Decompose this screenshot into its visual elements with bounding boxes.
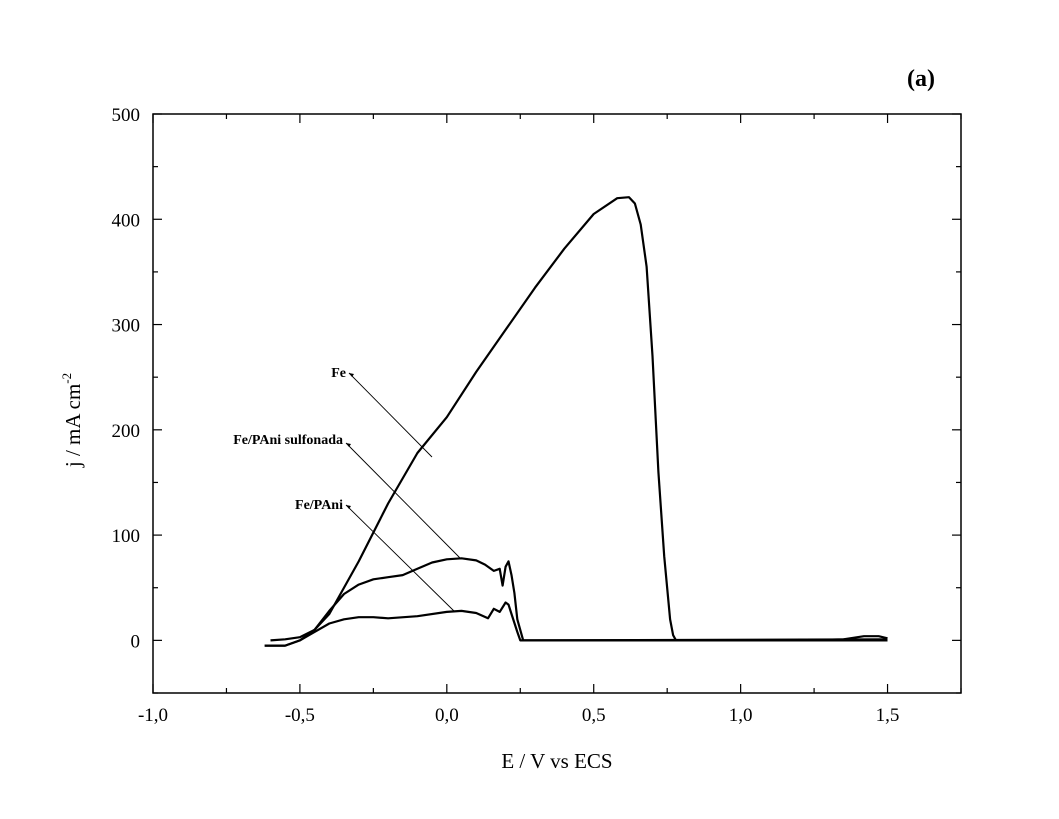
- annotation-label: Fe/PAni: [295, 498, 343, 513]
- plot-frame: [152, 113, 962, 694]
- y-tick-label: 400: [112, 210, 141, 231]
- annotation-arrow: [345, 504, 456, 613]
- x-tick-label: -0,5: [285, 705, 315, 726]
- y-tick-label: 100: [112, 526, 141, 547]
- arrow-head-icon: [349, 373, 354, 377]
- x-tick-label: -1,0: [138, 705, 168, 726]
- series-line-fe-pani-sulfonada: [264, 557, 888, 647]
- y-tick-label: 0: [131, 631, 141, 652]
- x-axis-label: E / V vs ECS: [501, 749, 612, 773]
- y-tick-label: 200: [112, 421, 141, 442]
- x-tick-label: 0,0: [435, 705, 459, 726]
- y-tick-label: 300: [112, 316, 141, 337]
- series-line-fe: [270, 196, 888, 642]
- x-tick-label: 1,0: [729, 705, 753, 726]
- annotation-arrow: [345, 442, 461, 559]
- annotation-label: Fe/PAni sulfonada: [233, 433, 343, 448]
- arrow-head-icon: [346, 505, 351, 509]
- y-axis-label-sup: -2: [59, 373, 74, 384]
- y-axis-label: j / mA cm-2: [59, 373, 85, 468]
- arrow-head-icon: [346, 443, 351, 447]
- annotation-label: Fe: [331, 366, 346, 381]
- y-tick-label: 500: [112, 105, 141, 126]
- annotation-arrow: [348, 372, 433, 458]
- panel-label: (a): [907, 66, 935, 92]
- svg-text:j / mA cm-2: j / mA cm-2: [59, 373, 85, 468]
- series-line-fe-pani: [264, 601, 888, 647]
- x-tick-label: 0,5: [582, 705, 606, 726]
- x-tick-label: 1,5: [876, 705, 900, 726]
- y-axis-label-text: j / mA cm: [61, 384, 85, 468]
